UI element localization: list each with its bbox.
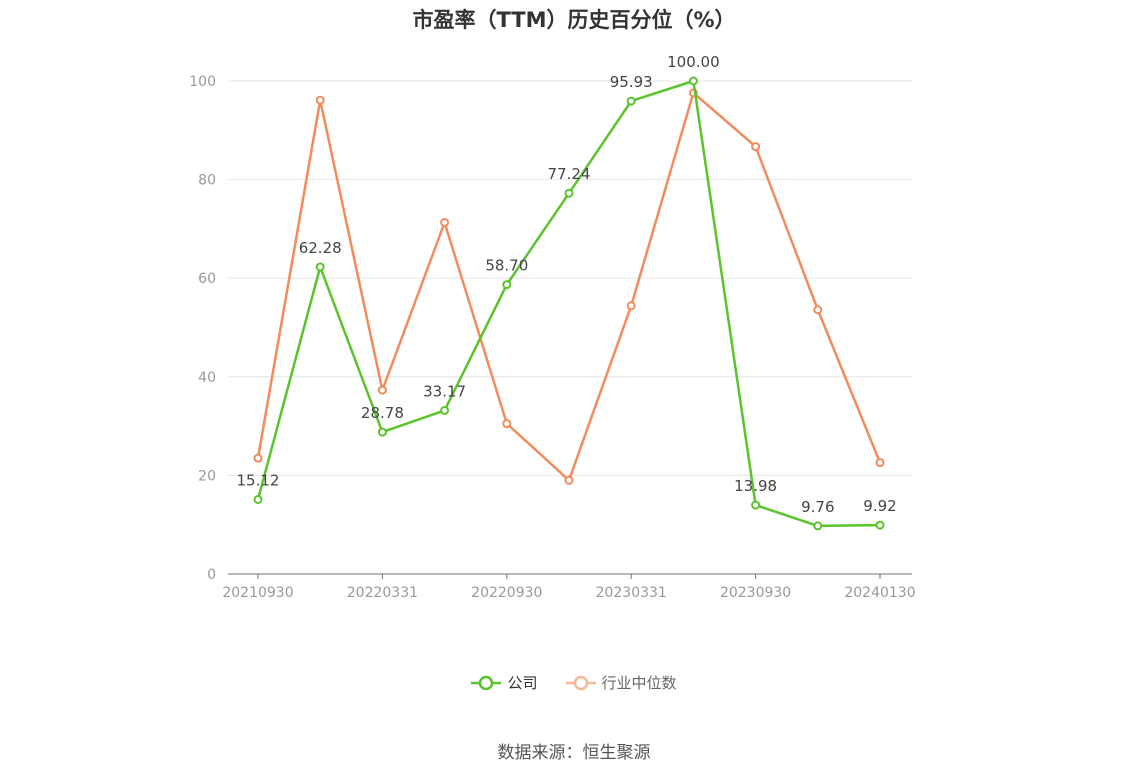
chart-title: 市盈率（TTM）历史百分位（%） (412, 8, 736, 32)
data-point (253, 453, 263, 463)
y-tick-label: 100 (189, 74, 216, 90)
data-label: 33.17 (423, 382, 466, 400)
legend-label-company: 公司 (507, 674, 538, 692)
series-line-1 (256, 91, 882, 482)
label-layer: 15.12 62.28 28.78 33.17 58.70 77.24 95.93 100.0… (237, 53, 897, 516)
data-point (875, 520, 885, 530)
data-point (440, 217, 450, 227)
x-tick-label: 20210930 (222, 585, 293, 601)
data-point (813, 305, 823, 315)
legend-label-industry-median: 行业中位数 (601, 674, 677, 692)
axis-layer: 0 20 40 60 80 100 20210930 20220331 20220930 2023… (189, 74, 915, 601)
series-layer (253, 76, 885, 531)
legend: 公司 行业中位数 (0, 672, 1148, 693)
series-line-0 (256, 79, 881, 528)
data-point (440, 405, 450, 415)
data-label: 100.00 (667, 53, 720, 71)
y-tick-label: 60 (198, 271, 216, 287)
x-tick-label: 20220331 (347, 585, 418, 601)
data-source-note: 数据来源：恒生聚源 (497, 743, 651, 763)
x-tick-label: 20220930 (471, 585, 542, 601)
data-label: 77.24 (548, 165, 591, 183)
y-tick-label: 0 (207, 567, 216, 583)
data-point (875, 458, 885, 468)
data-point (751, 500, 761, 510)
data-point (502, 419, 512, 429)
y-tick-label: 40 (198, 370, 216, 386)
data-point (564, 188, 574, 198)
data-label: 13.98 (734, 477, 777, 495)
data-point (688, 76, 698, 86)
legend-item-company[interactable]: 公司 (471, 672, 538, 693)
data-point (564, 475, 574, 485)
data-label: 62.28 (299, 239, 342, 257)
data-label: 28.78 (361, 404, 404, 422)
legend-item-industry-median[interactable]: 行业中位数 (565, 672, 677, 693)
data-point (626, 96, 636, 106)
y-tick-label: 20 (198, 468, 216, 484)
data-label: 15.12 (237, 471, 280, 489)
grid-layer (228, 80, 912, 476)
data-label: 95.93 (610, 73, 653, 91)
data-point (377, 427, 387, 437)
data-point (751, 142, 761, 152)
data-point (813, 521, 823, 531)
y-tick-label: 80 (198, 173, 216, 189)
x-tick-label: 20230930 (720, 585, 791, 601)
data-point (502, 280, 512, 290)
data-point (626, 301, 636, 311)
x-tick-label: 20230331 (596, 585, 667, 601)
data-point (377, 385, 387, 395)
data-point (315, 262, 325, 272)
legend-company-marker-icon (471, 675, 502, 690)
x-tick-label: 20240130 (844, 585, 915, 601)
data-label: 58.70 (485, 257, 528, 275)
data-point (315, 95, 325, 105)
data-label: 9.76 (801, 498, 834, 516)
legend-industry-marker-icon (565, 675, 596, 690)
data-point (253, 494, 263, 504)
data-label: 9.92 (863, 497, 896, 515)
